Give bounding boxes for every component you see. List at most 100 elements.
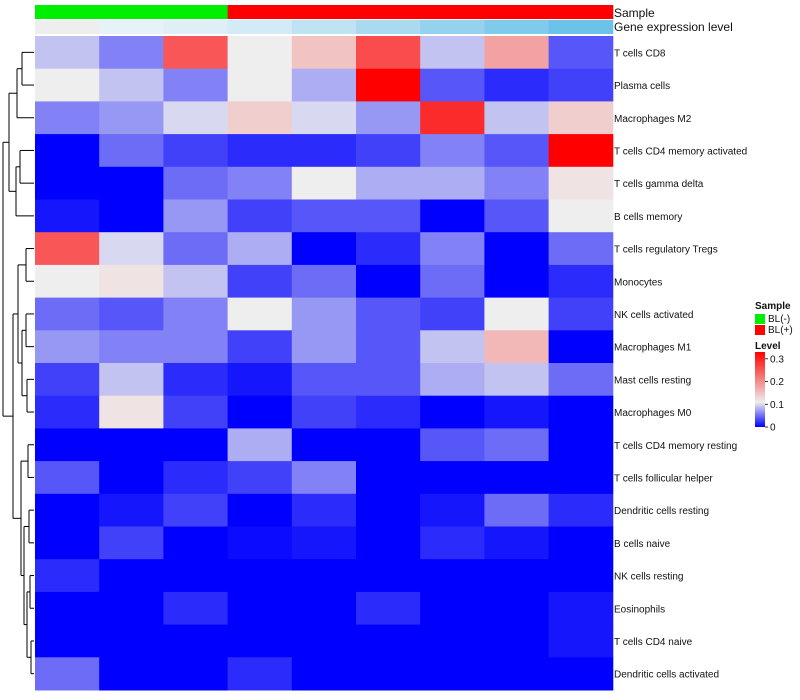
row-label: T cells CD8: [614, 48, 666, 59]
heatmap-cell: [291, 428, 357, 462]
heatmap-cell: [548, 461, 614, 495]
heatmap-cell: [35, 68, 100, 102]
heatmap-cell: [291, 297, 357, 331]
row-label: Macrophages M1: [614, 343, 692, 354]
heatmap-cell: [35, 559, 100, 593]
heatmap-cell: [484, 526, 550, 560]
heatmap-cell: [163, 68, 229, 102]
heatmap-cell: [484, 591, 550, 626]
row-label: T cells follicular helper: [614, 473, 713, 484]
annotation-sample-cell: [548, 5, 614, 19]
legend-colorbar: [755, 352, 765, 427]
heatmap-cell: [227, 199, 293, 233]
legend-level-tick-label: 0: [770, 423, 776, 434]
heatmap-cell: [548, 493, 614, 527]
annotation-expression-cell: [420, 20, 485, 34]
heatmap-cell: [99, 428, 164, 462]
heatmap-cell: [356, 264, 421, 299]
heatmap-cell: [484, 101, 550, 135]
legend-level-title: Level: [755, 341, 781, 352]
heatmap-cell: [99, 559, 164, 593]
heatmap-cells: [35, 36, 614, 691]
heatmap-cell: [484, 36, 550, 70]
legend-level-tick-label: 0.2: [770, 377, 784, 388]
annotation-expression-cell: [227, 20, 293, 34]
row-label: Eosinophils: [614, 604, 665, 615]
heatmap-cell: [548, 297, 614, 331]
legend-swatch-bl-pos: [755, 325, 765, 335]
heatmap-cell: [484, 461, 550, 495]
heatmap-cell: [163, 428, 229, 462]
heatmap-cell: [291, 134, 357, 168]
heatmap-cell: [163, 363, 229, 397]
heatmap-cell: [420, 363, 485, 397]
heatmap-cell: [291, 624, 357, 658]
heatmap-cell: [484, 559, 550, 593]
annotation-sample-cell: [163, 5, 229, 19]
heatmap-cell: [291, 199, 357, 233]
heatmap-cell: [35, 526, 100, 560]
heatmap-cell: [35, 493, 100, 527]
heatmap-cell: [548, 101, 614, 135]
legend-label-bl-neg: BL(-): [768, 314, 790, 325]
heatmap-cell: [484, 232, 550, 266]
heatmap-cell: [35, 591, 100, 626]
annotation-sample-cell: [99, 5, 164, 19]
heatmap-cell: [99, 36, 164, 70]
annotation-expression-cell: [99, 20, 164, 34]
heatmap-cell: [291, 591, 357, 626]
heatmap-cell: [291, 395, 357, 429]
heatmap-cell: [356, 395, 421, 429]
heatmap-cell: [35, 363, 100, 397]
heatmap-cell: [99, 166, 164, 200]
heatmap-cell: [356, 101, 421, 135]
heatmap-cell: [356, 36, 421, 70]
heatmap-cell: [291, 559, 357, 593]
heatmap-cell: [291, 36, 357, 70]
heatmap-cell: [291, 232, 357, 266]
heatmap-cell: [99, 657, 164, 691]
heatmap-cell: [420, 232, 485, 266]
heatmap-cell: [291, 461, 357, 495]
heatmap-cell: [548, 428, 614, 462]
annotation-bars: [35, 5, 614, 34]
heatmap-cell: [548, 264, 614, 299]
heatmap-cell: [356, 591, 421, 626]
heatmap-cell: [356, 428, 421, 462]
heatmap-cell: [99, 493, 164, 527]
heatmap-cell: [99, 232, 164, 266]
heatmap-cell: [356, 657, 421, 691]
heatmap-cell: [548, 395, 614, 429]
annotation-label-sample: Sample: [614, 6, 655, 20]
heatmap-cell: [291, 330, 357, 364]
row-label: Macrophages M2: [614, 114, 692, 125]
heatmap-cell: [35, 101, 100, 135]
heatmap-cell: [35, 36, 100, 70]
row-label: T cells CD4 memory resting: [614, 441, 737, 452]
heatmap-cell: [291, 657, 357, 691]
heatmap-cell: [163, 330, 229, 364]
legend-level-tick-label: 0.3: [770, 354, 784, 365]
heatmap-cell: [420, 101, 485, 135]
heatmap-cell: [356, 134, 421, 168]
heatmap-cell: [163, 559, 229, 593]
heatmap-cell: [163, 101, 229, 135]
heatmap-cell: [227, 330, 293, 364]
heatmap-cell: [484, 363, 550, 397]
heatmap-cell: [356, 68, 421, 102]
heatmap-cell: [227, 428, 293, 462]
heatmap-cell: [227, 264, 293, 299]
heatmap-cell: [99, 591, 164, 626]
heatmap-cell: [227, 493, 293, 527]
heatmap-cell: [227, 166, 293, 200]
heatmap-cell: [356, 330, 421, 364]
annotation-expression-cell: [35, 20, 100, 34]
row-label: B cells memory: [614, 212, 682, 223]
heatmap-cell: [356, 166, 421, 200]
row-label: Macrophages M0: [614, 408, 692, 419]
heatmap-cell: [548, 624, 614, 658]
heatmap-cell: [484, 68, 550, 102]
row-dendrogram: [2, 51, 34, 675]
heatmap-cell: [420, 68, 485, 102]
